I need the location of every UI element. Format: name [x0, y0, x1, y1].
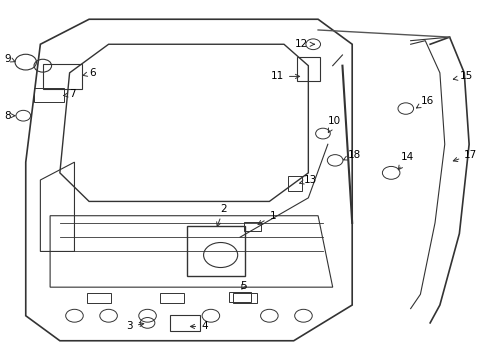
Text: 18: 18	[343, 150, 361, 160]
Text: 3: 3	[126, 321, 144, 332]
Text: 6: 6	[83, 68, 96, 78]
Text: 17: 17	[453, 150, 477, 162]
Text: 1: 1	[258, 211, 276, 224]
Text: 4: 4	[191, 321, 208, 332]
Text: 15: 15	[453, 71, 473, 81]
Text: 9: 9	[4, 54, 15, 64]
Text: 5: 5	[240, 281, 247, 291]
Text: 13: 13	[299, 175, 317, 185]
Text: 7: 7	[64, 89, 76, 99]
Text: 14: 14	[398, 152, 414, 170]
Text: 8: 8	[4, 111, 15, 121]
Text: 16: 16	[416, 96, 434, 108]
Text: 12: 12	[295, 39, 315, 49]
Text: 11: 11	[271, 71, 299, 81]
Text: 2: 2	[217, 203, 227, 226]
Text: 10: 10	[328, 116, 341, 132]
